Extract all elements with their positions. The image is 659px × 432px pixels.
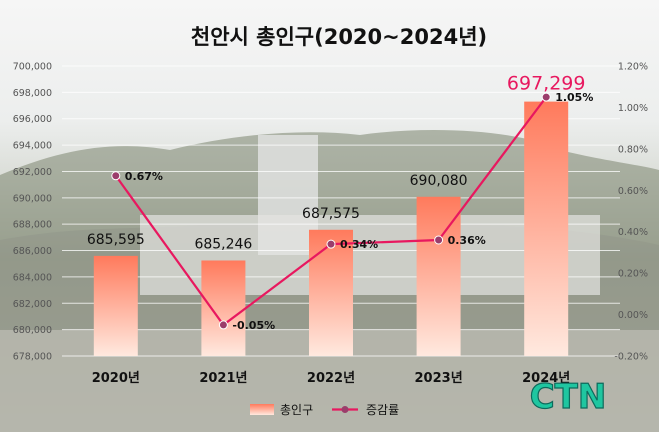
- right-axis: -0.20% 0.00% 0.20% 0.40% 0.60% 0.80% 1.00% 1.20…: [614, 62, 648, 363]
- bar: [201, 260, 246, 356]
- right-tick-label: 0.20%: [618, 269, 648, 280]
- legend-label-bar: 총인구: [280, 403, 313, 417]
- left-tick-label: 690,000: [13, 193, 52, 204]
- right-tick-label: 1.20%: [618, 62, 648, 73]
- line-marker: [326, 239, 336, 249]
- category-axis: 2020년 2021년 2022년 2023년 2024년: [92, 371, 571, 386]
- left-tick-label: 682,000: [13, 299, 52, 310]
- line-value-labels: 0.67% -0.05% 0.34% 0.36% 1.05%: [125, 91, 594, 332]
- legend-swatch-bar: [250, 404, 274, 415]
- line-value-label: 0.34%: [340, 238, 378, 251]
- left-tick-label: 678,000: [13, 352, 52, 363]
- category-label: 2024년: [522, 371, 570, 386]
- legend-marker-line: [341, 406, 349, 413]
- chart-title: 천안시 총인구(2020~2024년): [191, 25, 487, 49]
- category-label: 2021년: [199, 371, 247, 386]
- bar-value-label: 697,299: [507, 73, 586, 95]
- right-tick-label: 1.00%: [618, 103, 648, 114]
- category-label: 2022년: [307, 371, 355, 386]
- left-tick-label: 696,000: [13, 114, 52, 125]
- category-label: 2023년: [415, 371, 463, 386]
- right-tick-label: 0.80%: [618, 144, 648, 155]
- bar: [416, 196, 461, 356]
- line-value-label: 1.05%: [555, 91, 593, 104]
- bar-series: [93, 101, 569, 356]
- line-series: [111, 92, 551, 330]
- category-label: 2020년: [92, 371, 140, 386]
- bar-value-label: 687,575: [302, 206, 360, 222]
- left-tick-label: 688,000: [13, 220, 52, 231]
- bar: [309, 229, 353, 356]
- bar-value-labels: 685,595 685,246 687,575 690,080 697,299: [87, 73, 586, 253]
- left-tick-label: 698,000: [13, 88, 52, 99]
- legend: 총인구 증감률: [250, 403, 399, 417]
- left-tick-label: 694,000: [13, 141, 52, 152]
- bar-value-label: 690,080: [410, 173, 468, 189]
- legend-label-line: 증감률: [366, 403, 399, 417]
- left-tick-label: 686,000: [13, 246, 52, 257]
- left-tick-label: 700,000: [13, 62, 52, 73]
- left-axis: 678,000 680,000 682,000 684,000 686,000 688,0…: [13, 62, 52, 363]
- line-value-label: -0.05%: [232, 319, 275, 332]
- right-tick-label: -0.20%: [614, 352, 648, 363]
- left-tick-label: 680,000: [13, 325, 52, 336]
- bar-value-label: 685,246: [194, 236, 252, 252]
- right-tick-label: 0.00%: [618, 310, 648, 321]
- bar: [524, 101, 569, 356]
- ctn-logo: CTN: [530, 377, 607, 417]
- right-tick-label: 0.60%: [618, 186, 648, 197]
- line-marker: [218, 320, 228, 330]
- left-tick-label: 692,000: [13, 167, 52, 178]
- line-marker: [111, 171, 121, 181]
- bar: [93, 255, 138, 356]
- line-value-label: 0.67%: [125, 170, 163, 183]
- bar-value-label: 685,595: [87, 232, 145, 248]
- line-marker: [541, 92, 551, 102]
- right-tick-label: 0.40%: [618, 227, 648, 238]
- line-value-label: 0.36%: [448, 234, 486, 247]
- left-tick-label: 684,000: [13, 272, 52, 283]
- line-marker: [434, 235, 444, 245]
